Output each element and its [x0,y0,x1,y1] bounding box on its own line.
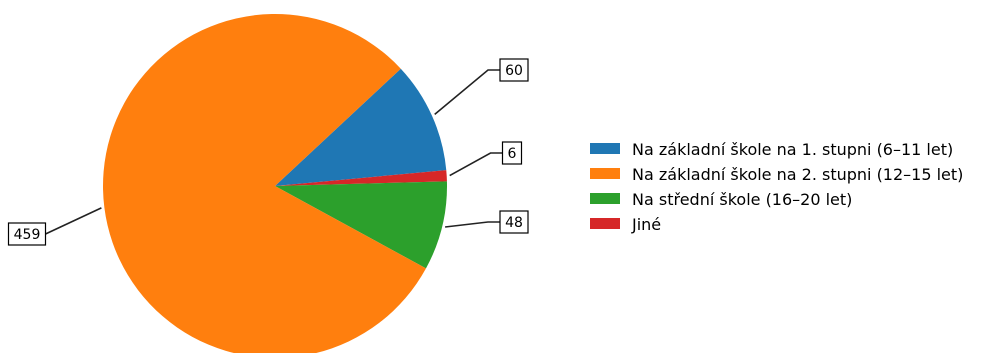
chart-legend: Na základní škole na 1. stupni (6–11 let… [590,140,963,234]
pie-slice-1 [275,68,447,186]
pie-data-labels: 60 6 48 459 [7,58,529,246]
data-label-4: 6 [501,141,523,165]
leader-line-2 [45,207,102,235]
svg-text:6: 6 [508,146,517,162]
legend-item-3: Na střední škole (16–20 let) [590,190,852,209]
svg-text:60: 60 [505,63,523,79]
legend-swatch [590,143,620,154]
legend-label: Na střední škole (16–20 let) [632,190,852,209]
data-label-1: 60 [499,58,529,82]
data-label-3: 48 [499,210,529,234]
legend-swatch [590,218,620,229]
svg-text:48: 48 [505,215,523,231]
pie-slice-2 [102,14,426,353]
svg-text:459: 459 [14,227,41,243]
legend-swatch [590,193,620,204]
legend-label: Na základní škole na 1. stupni (6–11 let… [632,140,953,159]
legend-item-1: Na základní škole na 1. stupni (6–11 let… [590,140,953,159]
leader-line-1 [434,69,500,116]
legend-label: Na základní škole na 2. stupni (12–15 le… [632,165,963,184]
legend-swatch [590,168,620,179]
legend-label: Jiné [631,215,661,234]
data-label-2: 459 [7,222,47,246]
pie-slices [102,14,448,353]
pie-slice-4 [275,170,447,186]
leader-line-3 [445,221,500,228]
pie-slice-3 [275,181,448,269]
legend-item-2: Na základní škole na 2. stupni (12–15 le… [590,165,963,184]
legend-item-4: Jiné [590,215,661,234]
leader-line-4 [449,152,503,177]
